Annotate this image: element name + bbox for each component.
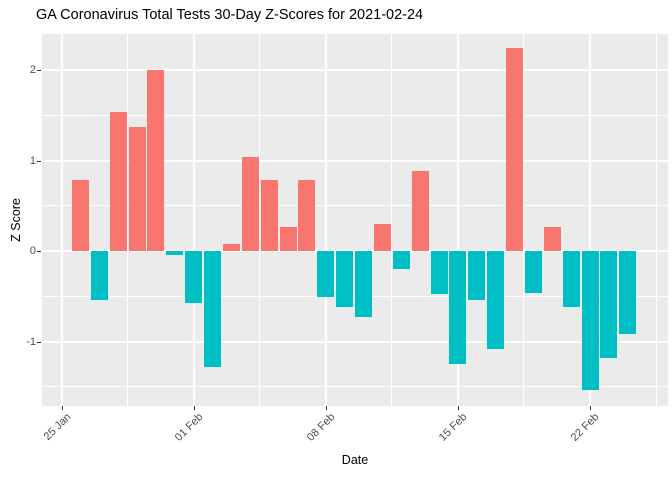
y-tick-label: 1 — [29, 154, 36, 167]
bar-2021-02-13 — [411, 171, 429, 251]
x-tick-mark — [61, 406, 63, 410]
bar-2021-01-28 — [109, 111, 127, 251]
y-tick-mark — [37, 70, 41, 71]
bar-2021-02-10 — [355, 251, 372, 318]
y-tick-label: -1 — [26, 335, 36, 348]
x-tick-label: 15 Feb — [436, 411, 470, 444]
y-tick-label: 2 — [29, 64, 36, 76]
y-tick-label: 0 — [29, 245, 36, 257]
bar-2021-01-29 — [128, 127, 146, 251]
bar-2021-01-31 — [166, 251, 184, 255]
y-minor-gridline — [42, 205, 668, 207]
x-tick-mark — [325, 406, 327, 410]
x-minor-gridline — [391, 34, 393, 406]
bar-2021-02-23 — [600, 251, 618, 358]
bar-2021-02-17 — [487, 251, 505, 349]
x-major-gridline — [192, 34, 195, 406]
y-tick-mark — [37, 341, 41, 343]
bar-2021-02-24 — [619, 251, 637, 335]
x-minor-gridline — [127, 34, 129, 406]
bar-2021-02-15 — [449, 251, 467, 365]
x-tick-mark — [193, 406, 195, 410]
y-tick-mark — [37, 251, 41, 252]
bar-2021-02-08 — [317, 251, 335, 298]
bar-2021-01-26 — [71, 179, 89, 251]
bar-2021-02-20 — [543, 226, 561, 251]
plot-panel — [42, 34, 668, 406]
x-major-gridline — [456, 34, 459, 406]
bar-2021-02-16 — [468, 251, 486, 300]
bar-2021-02-14 — [430, 251, 448, 294]
x-major-gridline — [589, 34, 591, 406]
y-minor-gridline — [42, 386, 668, 388]
bar-2021-02-09 — [336, 251, 354, 308]
bar-2021-02-21 — [562, 251, 580, 308]
y-axis-title: Z Score — [9, 198, 23, 242]
bar-2021-02-03 — [222, 243, 240, 251]
bar-2021-01-27 — [90, 251, 108, 300]
bar-2021-02-12 — [392, 251, 410, 270]
y-minor-gridline — [42, 114, 668, 116]
y-major-gridline — [42, 159, 668, 162]
x-major-gridline — [60, 34, 63, 406]
y-major-gridline — [42, 340, 668, 343]
x-tick-mark — [590, 406, 591, 410]
x-axis-title: Date — [341, 453, 369, 467]
x-tick-label: 25 Jan — [41, 411, 73, 443]
bar-2021-02-19 — [524, 251, 542, 293]
y-major-gridline — [42, 69, 668, 71]
y-tick-mark — [37, 160, 41, 162]
bar-2021-02-02 — [204, 251, 221, 367]
x-major-gridline — [324, 34, 327, 406]
x-tick-label: 08 Feb — [304, 411, 338, 444]
bar-2021-02-22 — [581, 251, 599, 391]
bar-2021-02-04 — [241, 156, 259, 251]
bar-2021-02-11 — [373, 223, 391, 251]
bar-2021-02-01 — [185, 251, 203, 303]
bar-2021-02-05 — [260, 180, 278, 251]
x-tick-mark — [457, 406, 459, 410]
x-minor-gridline — [523, 34, 525, 406]
bar-2021-01-30 — [147, 70, 165, 251]
bar-2021-02-18 — [506, 48, 523, 251]
x-minor-gridline — [259, 34, 261, 406]
x-minor-gridline — [655, 34, 657, 406]
bar-2021-02-06 — [279, 226, 297, 251]
x-tick-label: 01 Feb — [172, 411, 206, 444]
chart-title: GA Coronavirus Total Tests 30-Day Z-Scor… — [36, 7, 424, 23]
bar-2021-02-07 — [298, 180, 316, 251]
x-tick-label: 22 Feb — [568, 411, 602, 444]
